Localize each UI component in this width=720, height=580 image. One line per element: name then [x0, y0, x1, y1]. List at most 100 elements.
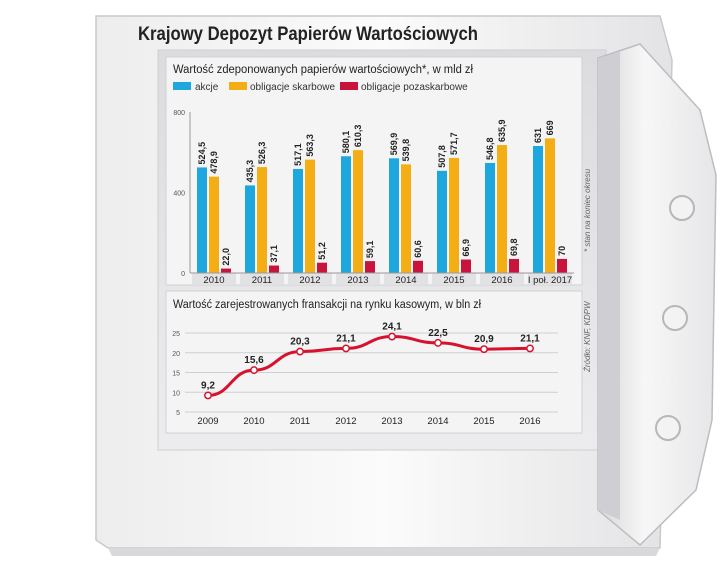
category-band: [480, 273, 524, 285]
point-value-label: 21,1: [520, 333, 540, 344]
footnote-text: * stan na koniec okresu: [583, 168, 592, 252]
legend-swatch-akcje: [173, 82, 191, 90]
y-tick-label: 10: [172, 390, 180, 397]
bar-value-label: 517,1: [293, 143, 303, 166]
door-bolt-icon: [655, 415, 681, 441]
y-tick-label: 5: [176, 410, 180, 417]
safe-floor-shadow: [108, 548, 660, 556]
legend-label-obligacje-pozaskarbowe: obligacje pozaskarbowe: [361, 82, 468, 93]
bar-value-label: 631: [533, 128, 543, 143]
line-point: [250, 366, 258, 375]
bar-value-label: 22,0: [221, 248, 231, 266]
y-tick-label: 400: [173, 191, 185, 198]
bar: [449, 157, 459, 273]
bar-value-label: 610,3: [353, 125, 363, 148]
bar: [317, 262, 327, 273]
line-point: [480, 345, 488, 354]
bar: [545, 138, 555, 273]
point-value-label: 9,2: [201, 380, 215, 391]
bar: [341, 156, 351, 273]
x-category-label: 2010: [203, 275, 224, 286]
line-point: [342, 344, 350, 353]
bar: [413, 260, 423, 273]
bar: [485, 162, 495, 273]
bar-chart-legend: akcje obligacje skarbowe obligacje pozas…: [173, 82, 468, 93]
legend-label-akcje: akcje: [195, 82, 219, 93]
bar-value-label: 563,3: [305, 134, 315, 157]
door-bolt-icon: [662, 305, 688, 331]
bar-value-label: 37,1: [269, 245, 279, 263]
y-tick-label: 20: [172, 351, 180, 358]
line-point: [296, 347, 304, 356]
x-category-label: 2016: [491, 275, 512, 286]
bar-value-label: 571,7: [449, 132, 459, 155]
bar: [509, 258, 519, 273]
bar-value-label: 569,9: [389, 133, 399, 156]
line-point: [434, 338, 442, 347]
line-point: [388, 332, 396, 341]
bar: [437, 170, 447, 273]
bar-chart-title: Wartość zdeponowanych papierów wartościo…: [173, 64, 473, 76]
bar: [221, 268, 231, 273]
bar-value-label: 635,9: [497, 119, 507, 142]
source-text: Źródło: KNF, KDPW: [583, 300, 592, 373]
bar-value-label: 69,8: [509, 238, 519, 256]
infographic-title: Krajowy Depozyt Papierów Wartościowych: [138, 24, 478, 45]
bar-value-label: 70: [557, 246, 567, 256]
y-tick-label: 800: [173, 110, 185, 117]
category-band: [192, 273, 236, 285]
y-tick-label: 0: [181, 271, 185, 278]
category-band: [384, 273, 428, 285]
line-chart-title: Wartość zarejestrowanych fransakcji na r…: [173, 299, 481, 311]
bar-value-label: 66,9: [461, 239, 471, 257]
x-category-label: 2013: [347, 275, 368, 286]
x-category-label: 2015: [443, 275, 464, 286]
bar-value-label: 539,8: [401, 139, 411, 162]
point-value-label: 20,3: [290, 337, 310, 348]
bar: [401, 164, 411, 273]
category-band: [240, 273, 284, 285]
line-point: [526, 344, 534, 353]
line-chart-panel: [165, 290, 583, 434]
x-category-label: 2012: [335, 416, 356, 427]
bar: [269, 265, 279, 273]
bar: [533, 146, 543, 273]
x-category-label: 2012: [299, 275, 320, 286]
bar: [497, 145, 507, 273]
x-category-label: 2009: [197, 416, 218, 427]
bar: [365, 261, 375, 273]
y-tick-label: 15: [172, 371, 180, 378]
bar-value-label: 524,5: [197, 142, 207, 165]
bar-value-label: 669: [545, 120, 555, 135]
bar-value-label: 59,1: [365, 241, 375, 259]
bar-value-label: 526,3: [257, 142, 267, 165]
bar: [209, 176, 219, 273]
line-chart: 5 10 15 20 25 9,2 2009 15,6 2010 20,3 2011 21,1 2012…: [172, 322, 558, 427]
bar-value-label: 435,3: [245, 160, 255, 183]
bar-value-label: 507,8: [437, 145, 447, 168]
category-band: [288, 273, 332, 285]
x-category-label: 2010: [243, 416, 264, 427]
y-tick-label: 25: [172, 331, 180, 338]
category-band: [336, 273, 380, 285]
door-bolt-icon: [669, 195, 695, 221]
legend-swatch-obligacje-skarbowe: [229, 82, 247, 90]
point-value-label: 24,1: [382, 322, 402, 333]
x-category-label: 2014: [395, 275, 416, 286]
bar: [293, 168, 303, 273]
bar-value-label: 51,2: [317, 242, 327, 260]
x-category-label: 2011: [290, 416, 310, 427]
category-band: [432, 273, 476, 285]
x-category-label: I poł. 2017: [528, 275, 572, 286]
bar: [197, 167, 207, 273]
bar: [461, 259, 471, 273]
bar: [557, 258, 567, 273]
point-value-label: 20,9: [474, 334, 494, 345]
safe-door: [597, 43, 717, 547]
x-category-label: 2011: [252, 275, 272, 286]
bar: [353, 150, 363, 273]
bar-value-label: 546,8: [485, 137, 495, 160]
